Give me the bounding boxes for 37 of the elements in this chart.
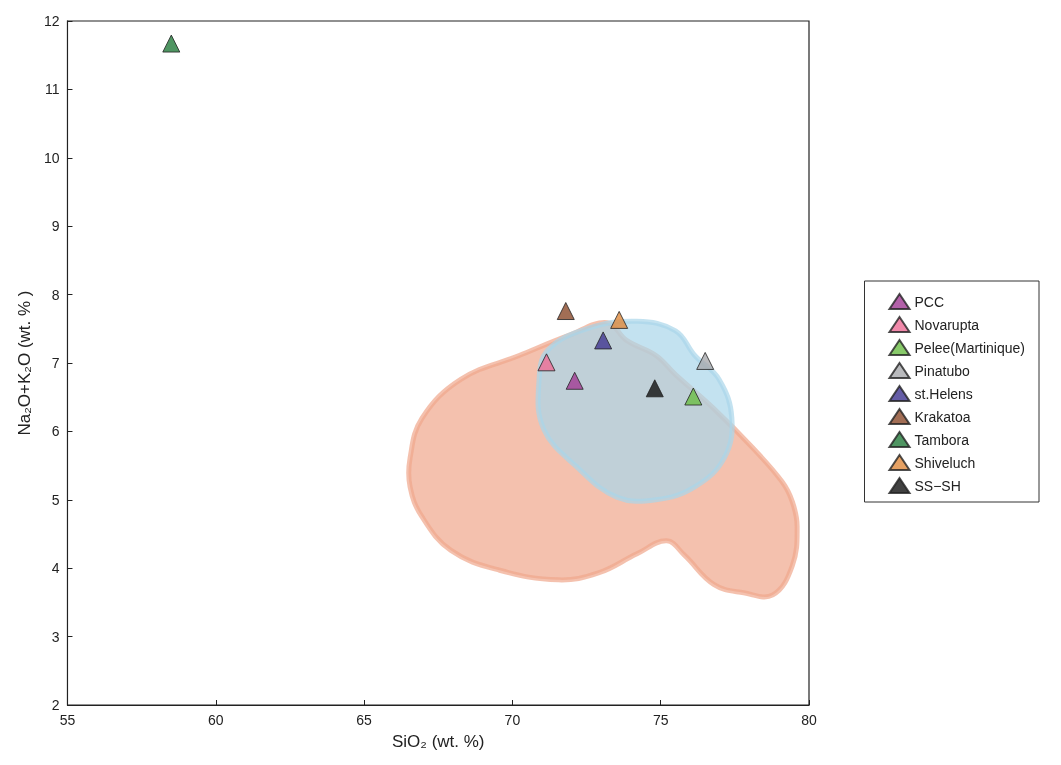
y-tick-label: 4 (51, 560, 60, 577)
point (594, 331, 613, 350)
point (537, 353, 556, 372)
legend-label: st.Helens (914, 385, 973, 402)
x-tick-label: 70 (504, 712, 521, 728)
y-tick-label: 5 (51, 491, 60, 508)
y-tick-label: 11 (44, 81, 60, 98)
x-tick-label: 75 (652, 712, 669, 728)
y-tick-label: 8 (51, 286, 60, 303)
legend-label: Pelee(Martinique) (914, 339, 1025, 356)
point (610, 310, 629, 329)
x-axis-title: SiO₂ (wt. %) (391, 732, 485, 751)
point (696, 351, 715, 370)
point (645, 379, 664, 398)
legend-label: Shiveluch (914, 454, 976, 471)
y-tick-label: 12 (43, 13, 60, 29)
point (565, 371, 584, 390)
y-tick-label: 6 (51, 423, 60, 440)
y-tick-label: 7 (51, 355, 60, 371)
point (556, 302, 575, 321)
y-tick-label: 9 (51, 218, 60, 235)
legend-label: Novarupta (914, 316, 980, 333)
legend-label: Krakatoa (914, 408, 971, 425)
y-tick-label: 3 (51, 628, 60, 645)
x-tick-label: 65 (356, 712, 373, 728)
legend-label: PCC (914, 293, 945, 310)
y-axis-title: Na₂O+K₂O (wt. % ) (15, 290, 34, 436)
legend-label: Tambora (914, 431, 970, 448)
x-tick-label: 55 (59, 712, 76, 728)
legend-label: SS−SH (914, 477, 961, 494)
x-tick-label: 80 (801, 712, 817, 728)
point (162, 34, 181, 53)
y-tick-label: 10 (43, 149, 60, 166)
point (684, 387, 703, 406)
x-tick-label: 60 (207, 712, 224, 728)
legend-label: Pinatubo (914, 362, 970, 379)
y-tick-label: 2 (51, 697, 60, 713)
